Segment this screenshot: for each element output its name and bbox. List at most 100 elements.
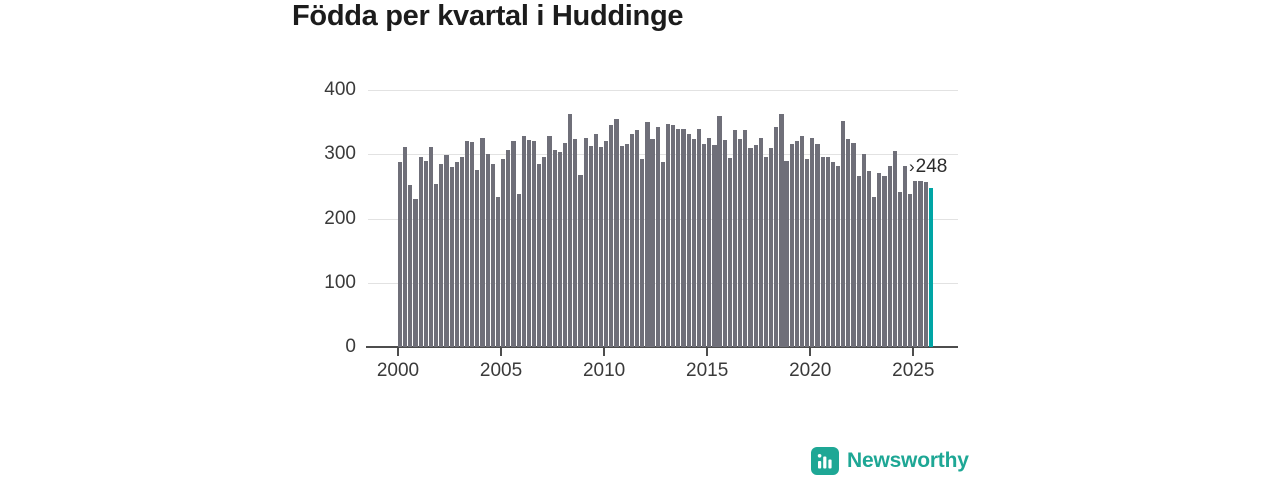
bar <box>872 197 877 347</box>
bar <box>640 158 645 347</box>
bar <box>650 138 655 347</box>
bar <box>769 147 774 347</box>
bar <box>882 176 887 347</box>
bar <box>784 160 789 347</box>
bar <box>418 157 423 347</box>
bar <box>552 150 557 347</box>
bar <box>799 135 805 347</box>
bar <box>727 158 732 347</box>
bar <box>516 194 521 347</box>
bar <box>707 137 712 347</box>
plot-area: ›248 2000 2005 2010 2015 2020 2025 0 100 200 300 4… <box>324 79 958 381</box>
bar <box>738 138 743 347</box>
bar <box>573 138 578 347</box>
x-tick-label: 2015 <box>686 360 729 381</box>
bar <box>671 125 676 347</box>
newsworthy-logo-icon <box>811 447 839 475</box>
x-tick-label: 2000 <box>376 360 420 381</box>
bar <box>531 140 537 347</box>
brand-footer: Newsworthy <box>811 447 969 475</box>
bar <box>805 158 810 347</box>
x-tick <box>706 348 709 356</box>
bar <box>702 143 707 347</box>
x-tick <box>809 348 812 356</box>
bar <box>568 113 573 347</box>
bar <box>609 125 614 347</box>
bar <box>908 194 913 347</box>
bar <box>841 120 846 347</box>
bar <box>475 170 480 347</box>
bar <box>918 180 923 347</box>
bar <box>398 161 403 347</box>
bar <box>423 160 428 347</box>
bar <box>877 172 882 347</box>
bar <box>892 151 897 347</box>
bar <box>521 135 526 347</box>
bar-highlight <box>928 187 933 347</box>
annotation-arrow-icon: › <box>909 157 915 176</box>
bar <box>629 133 635 347</box>
bar <box>624 143 629 347</box>
x-tick-label: 2010 <box>582 360 626 381</box>
bar <box>722 140 727 347</box>
bar <box>732 129 738 347</box>
y-tick-label: 100 <box>324 271 356 293</box>
bar <box>459 157 465 347</box>
bar <box>408 185 413 347</box>
bar <box>866 170 872 347</box>
bar <box>660 161 665 347</box>
bar <box>758 138 763 347</box>
bar <box>846 138 851 347</box>
x-tick-label: 2020 <box>789 360 832 381</box>
gridline <box>368 154 958 156</box>
bar <box>681 129 686 347</box>
bar <box>547 135 552 347</box>
bar <box>691 138 696 347</box>
bar <box>856 176 861 347</box>
x-tick-label: 2025 <box>892 360 935 381</box>
bar <box>470 142 475 347</box>
bar <box>511 140 516 347</box>
x-tick <box>603 348 606 356</box>
bar <box>464 140 470 347</box>
bar <box>506 149 511 347</box>
bar <box>794 140 799 347</box>
bar <box>598 147 604 347</box>
bar <box>490 163 495 347</box>
x-tick <box>397 348 399 356</box>
bar <box>485 154 490 347</box>
bar <box>557 152 562 347</box>
bar <box>583 138 588 347</box>
bar <box>861 154 866 347</box>
bar <box>655 127 660 347</box>
bar <box>830 161 836 347</box>
bar <box>902 165 908 347</box>
bar <box>444 154 449 347</box>
x-tick-label: 2005 <box>479 360 523 381</box>
bar <box>923 181 928 347</box>
bar <box>434 184 439 347</box>
y-tick-label: 300 <box>324 143 356 165</box>
bar <box>897 192 903 347</box>
bar <box>686 133 691 347</box>
bar <box>413 198 418 347</box>
bar <box>748 147 753 347</box>
bar <box>676 129 681 347</box>
bar <box>635 130 640 347</box>
bar <box>743 130 748 347</box>
bar <box>593 133 598 347</box>
x-tick <box>912 348 915 356</box>
bar <box>428 147 434 347</box>
gridline <box>368 90 958 91</box>
bar <box>753 144 758 347</box>
x-tick <box>500 348 503 356</box>
bar <box>526 140 531 347</box>
bar <box>712 145 717 347</box>
bar <box>439 163 444 347</box>
bar <box>495 197 501 347</box>
bar <box>810 138 815 347</box>
bar <box>836 165 841 347</box>
last-value-annotation: ›248 <box>909 156 947 178</box>
bar <box>789 143 794 347</box>
